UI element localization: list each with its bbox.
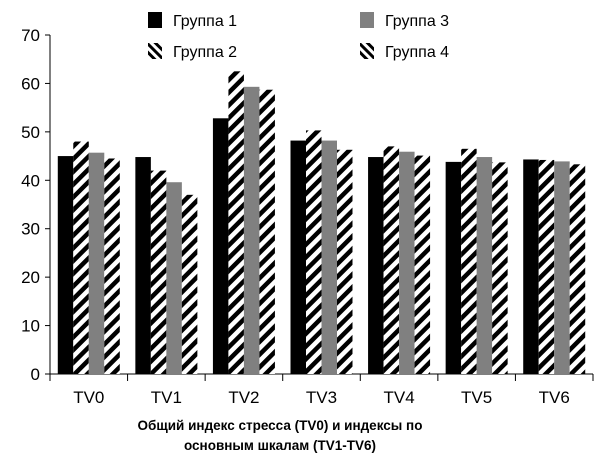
bar-tv0-series-3 bbox=[88, 152, 105, 374]
x-tick-label: TV3 bbox=[306, 388, 337, 407]
x-tick-label: TV1 bbox=[151, 388, 182, 407]
bar-tv1-series-2 bbox=[150, 170, 167, 374]
legend-label-series-1: Группа 1 bbox=[173, 13, 237, 30]
x-axis-label: Общий индекс стресса (TV0) и индексы по … bbox=[0, 416, 560, 456]
legend-label-series-3: Группа 3 bbox=[385, 13, 449, 30]
bar-tv3-series-4 bbox=[337, 149, 353, 374]
x-tick-label: TV0 bbox=[73, 388, 104, 407]
bar-tv6-series-1 bbox=[523, 159, 539, 374]
bar-tv2-series-3 bbox=[243, 86, 260, 374]
bar-tv4-series-4 bbox=[414, 155, 431, 374]
y-tick-label: 70 bbox=[21, 26, 40, 45]
legend-swatch-series-4 bbox=[360, 43, 374, 59]
bar-tv3-series-2 bbox=[306, 130, 322, 374]
y-tick-label: 20 bbox=[21, 268, 40, 287]
y-tick-label: 40 bbox=[21, 171, 40, 190]
x-axis-label-line-1: Общий индекс стресса (TV0) и индексы по bbox=[137, 418, 423, 433]
bar-tv1-series-3 bbox=[166, 182, 182, 374]
bar-tv5-series-4 bbox=[492, 162, 508, 374]
chart-legend: Группа 1 Группа 2 Группа 3 Группа 4 bbox=[148, 12, 449, 61]
y-tick-label: 10 bbox=[21, 317, 40, 336]
bar-tv1-series-4 bbox=[181, 194, 198, 374]
x-tick-label: TV6 bbox=[539, 388, 570, 407]
x-tick-label: TV4 bbox=[383, 388, 414, 407]
bar-tv1-series-1 bbox=[135, 157, 151, 374]
chart-bars bbox=[57, 71, 586, 375]
legend-swatch-series-3 bbox=[360, 12, 374, 28]
y-tick-label: 0 bbox=[31, 365, 40, 384]
legend-swatch-series-1 bbox=[148, 12, 162, 28]
bar-tv2-series-4 bbox=[259, 89, 275, 374]
bar-tv3-series-3 bbox=[321, 140, 337, 374]
bar-tv2-series-1 bbox=[212, 118, 229, 374]
bar-tv4-series-2 bbox=[383, 146, 400, 374]
bar-tv6-series-3 bbox=[554, 161, 570, 374]
bar-tv5-series-1 bbox=[445, 161, 462, 374]
bar-tv2-series-2 bbox=[228, 71, 244, 375]
y-tick-label: 30 bbox=[21, 220, 40, 239]
x-tick-label: TV5 bbox=[461, 388, 492, 407]
bar-tv0-series-4 bbox=[104, 158, 120, 374]
bar-tv0-series-1 bbox=[57, 156, 74, 374]
x-tick-label: TV2 bbox=[228, 388, 259, 407]
bar-tv5-series-2 bbox=[461, 148, 477, 374]
y-tick-label: 60 bbox=[21, 74, 40, 93]
legend-swatch-series-2 bbox=[148, 43, 162, 59]
y-tick-label: 50 bbox=[21, 123, 40, 142]
legend-label-series-4: Группа 4 bbox=[385, 44, 449, 61]
bar-tv6-series-4 bbox=[569, 164, 586, 374]
chart-axes: 0 10 20 30 40 50 60 70 TV0 TV1 TV2 TV3 TV4 TV5 TV6 bbox=[21, 26, 594, 407]
x-axis-label-line-2: основным шкалам (TV1-TV6) bbox=[183, 438, 377, 453]
bar-tv4-series-1 bbox=[368, 157, 384, 374]
legend-label-series-2: Группа 2 bbox=[173, 44, 237, 61]
bar-tv5-series-3 bbox=[476, 157, 493, 374]
bar-tv0-series-2 bbox=[73, 141, 89, 374]
bar-tv6-series-2 bbox=[538, 159, 555, 374]
bar-tv3-series-1 bbox=[290, 140, 306, 374]
bar-tv4-series-3 bbox=[399, 151, 415, 374]
